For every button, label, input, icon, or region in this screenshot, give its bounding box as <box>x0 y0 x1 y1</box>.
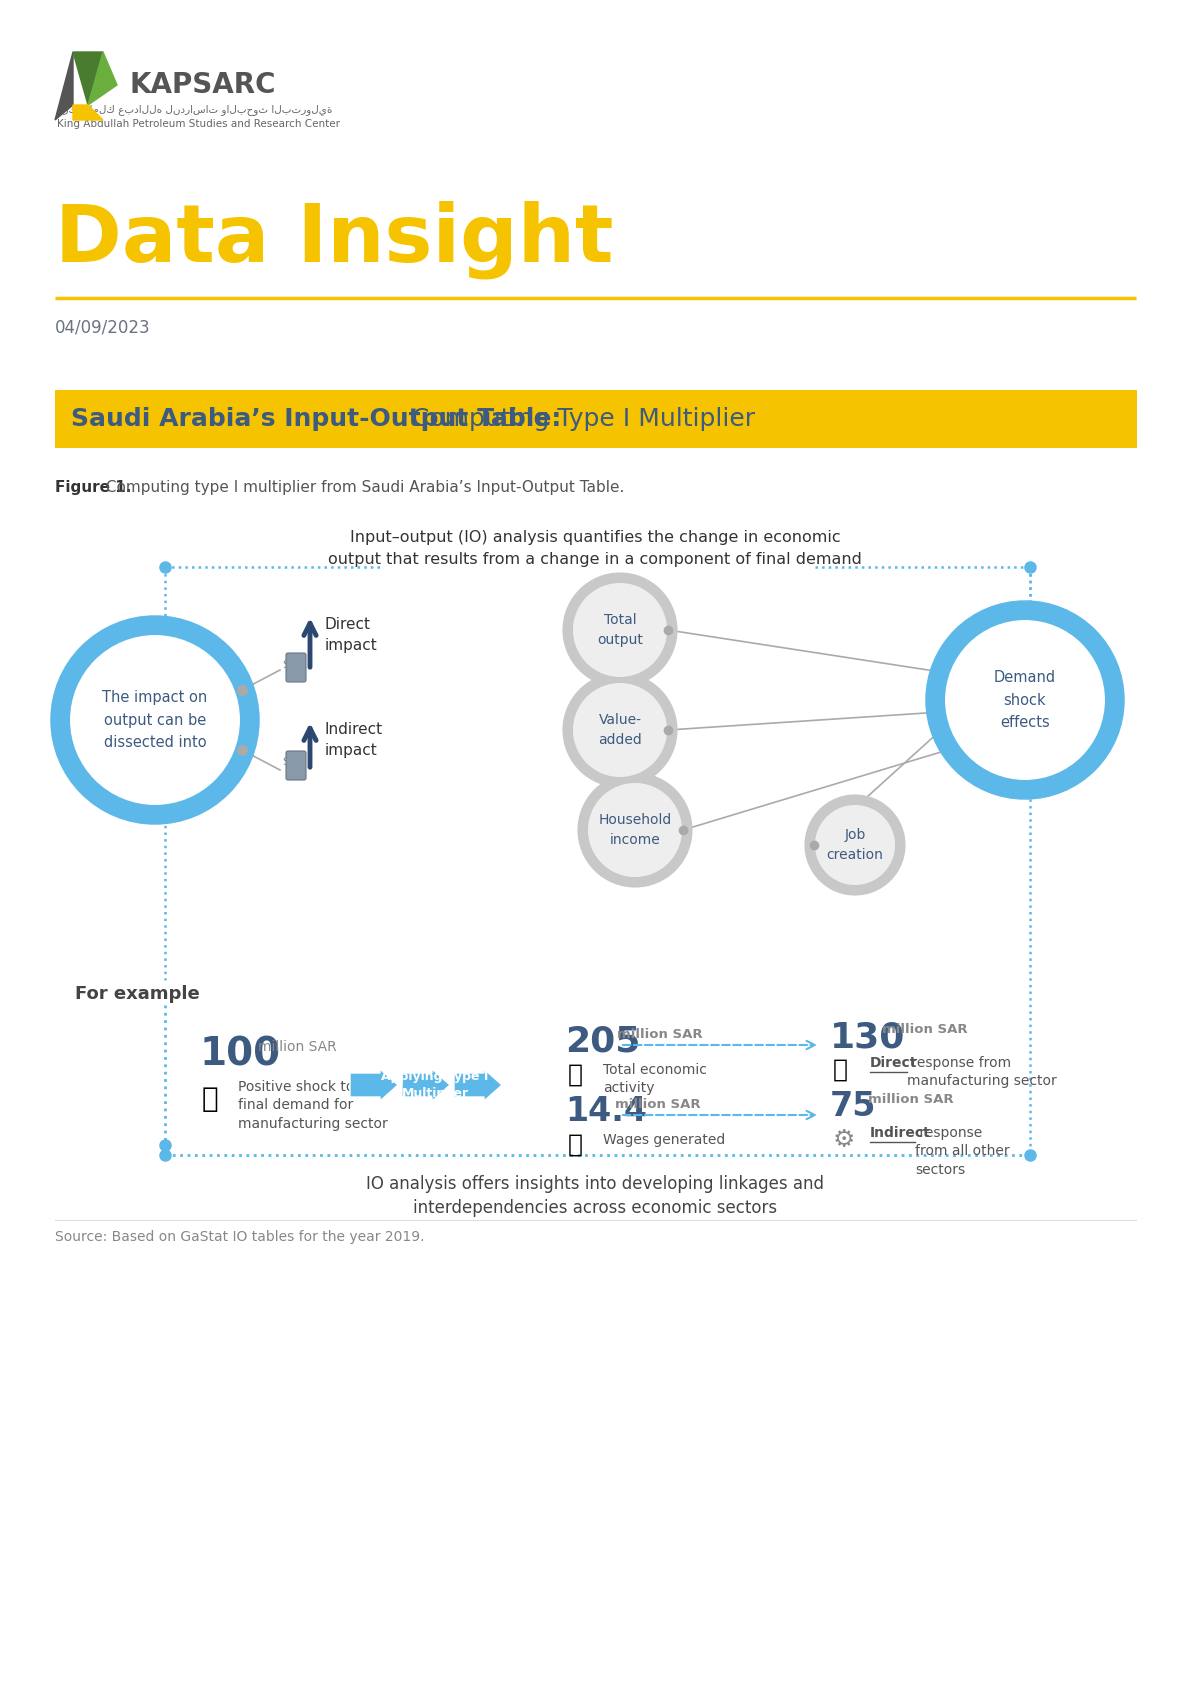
Text: million SAR: million SAR <box>868 1093 954 1106</box>
Circle shape <box>573 684 667 776</box>
Text: Applying Type I
Multiplier: Applying Type I Multiplier <box>381 1069 488 1100</box>
Text: IO analysis offers insights into developing linkages and: IO analysis offers insights into develop… <box>366 1175 824 1192</box>
Text: Job
creation: Job creation <box>827 829 884 862</box>
Text: million SAR: million SAR <box>615 1098 700 1111</box>
Text: Value-
added: Value- added <box>598 714 642 746</box>
FancyArrow shape <box>350 1069 398 1101</box>
Text: Wages generated: Wages generated <box>603 1133 725 1147</box>
Text: KAPSARC: KAPSARC <box>130 71 276 99</box>
Text: 04/09/2023: 04/09/2023 <box>55 318 150 337</box>
Text: 14.4: 14.4 <box>565 1095 647 1128</box>
Polygon shape <box>73 52 102 104</box>
Text: response from
manufacturing sector: response from manufacturing sector <box>908 1056 1056 1088</box>
FancyBboxPatch shape <box>55 391 1137 448</box>
Circle shape <box>588 783 682 877</box>
Text: Computing type I multiplier from Saudi Arabia’s Input-Output Table.: Computing type I multiplier from Saudi A… <box>101 480 624 495</box>
FancyArrow shape <box>403 1069 450 1101</box>
Text: مركزالملك عبدالله لندراسات والبحوث البترولية: مركزالملك عبدالله لندراسات والبحوث البتر… <box>57 104 332 116</box>
Text: 🏭: 🏭 <box>833 1058 848 1083</box>
Text: million SAR: million SAR <box>617 1027 703 1041</box>
Text: Computing Type I Multiplier: Computing Type I Multiplier <box>404 408 755 431</box>
Text: Source: Based on GaStat IO tables for the year 2019.: Source: Based on GaStat IO tables for th… <box>55 1229 424 1244</box>
Polygon shape <box>55 52 73 120</box>
Text: 130: 130 <box>830 1021 905 1054</box>
Text: Indirect: Indirect <box>869 1127 930 1140</box>
Text: Figure 1.: Figure 1. <box>55 480 131 495</box>
Text: 205: 205 <box>565 1026 641 1059</box>
Text: SAR: SAR <box>282 758 305 766</box>
FancyBboxPatch shape <box>286 653 306 682</box>
Text: Positive shock to
final demand for
manufacturing sector: Positive shock to final demand for manuf… <box>238 1079 388 1130</box>
Text: The impact on
output can be
dissected into: The impact on output can be dissected in… <box>102 690 207 749</box>
Text: Household
income: Household income <box>598 813 672 847</box>
FancyArrow shape <box>454 1069 501 1101</box>
Text: Data Insight: Data Insight <box>55 200 613 278</box>
Circle shape <box>69 633 241 807</box>
Text: 100: 100 <box>200 1036 281 1073</box>
Circle shape <box>815 805 894 886</box>
Polygon shape <box>88 52 117 104</box>
Text: 📊: 📊 <box>568 1063 584 1086</box>
Text: response
from all other
sectors: response from all other sectors <box>915 1127 1010 1177</box>
Text: Total economic
activity: Total economic activity <box>603 1063 707 1095</box>
Text: For example: For example <box>75 985 200 1004</box>
Polygon shape <box>73 104 88 120</box>
FancyBboxPatch shape <box>286 751 306 780</box>
Text: Total
output: Total output <box>597 613 643 647</box>
Text: 🧪: 🧪 <box>568 1133 584 1157</box>
Text: million SAR: million SAR <box>883 1022 967 1036</box>
Text: ⚙️: ⚙️ <box>833 1128 855 1152</box>
Text: output that results from a change in a component of final demand: output that results from a change in a c… <box>328 552 862 568</box>
Text: SAR: SAR <box>282 660 305 670</box>
Text: Demand
shock
effects: Demand shock effects <box>994 670 1056 729</box>
Text: Input–output (IO) analysis quantifies the change in economic: Input–output (IO) analysis quantifies th… <box>350 530 841 546</box>
Text: Indirect
impact: Indirect impact <box>325 722 384 758</box>
Circle shape <box>573 583 667 677</box>
Polygon shape <box>73 104 102 120</box>
Text: interdependencies across economic sectors: interdependencies across economic sector… <box>413 1199 777 1218</box>
Circle shape <box>944 620 1106 781</box>
Text: 🏭: 🏭 <box>202 1084 219 1113</box>
Text: Saudi Arabia’s Input-Output Table:: Saudi Arabia’s Input-Output Table: <box>71 408 561 431</box>
Text: 75: 75 <box>830 1090 877 1123</box>
Text: Direct
impact: Direct impact <box>325 616 378 653</box>
Text: million SAR: million SAR <box>258 1041 337 1054</box>
Text: Direct: Direct <box>869 1056 917 1069</box>
Text: King Abdullah Petroleum Studies and Research Center: King Abdullah Petroleum Studies and Rese… <box>57 120 339 130</box>
